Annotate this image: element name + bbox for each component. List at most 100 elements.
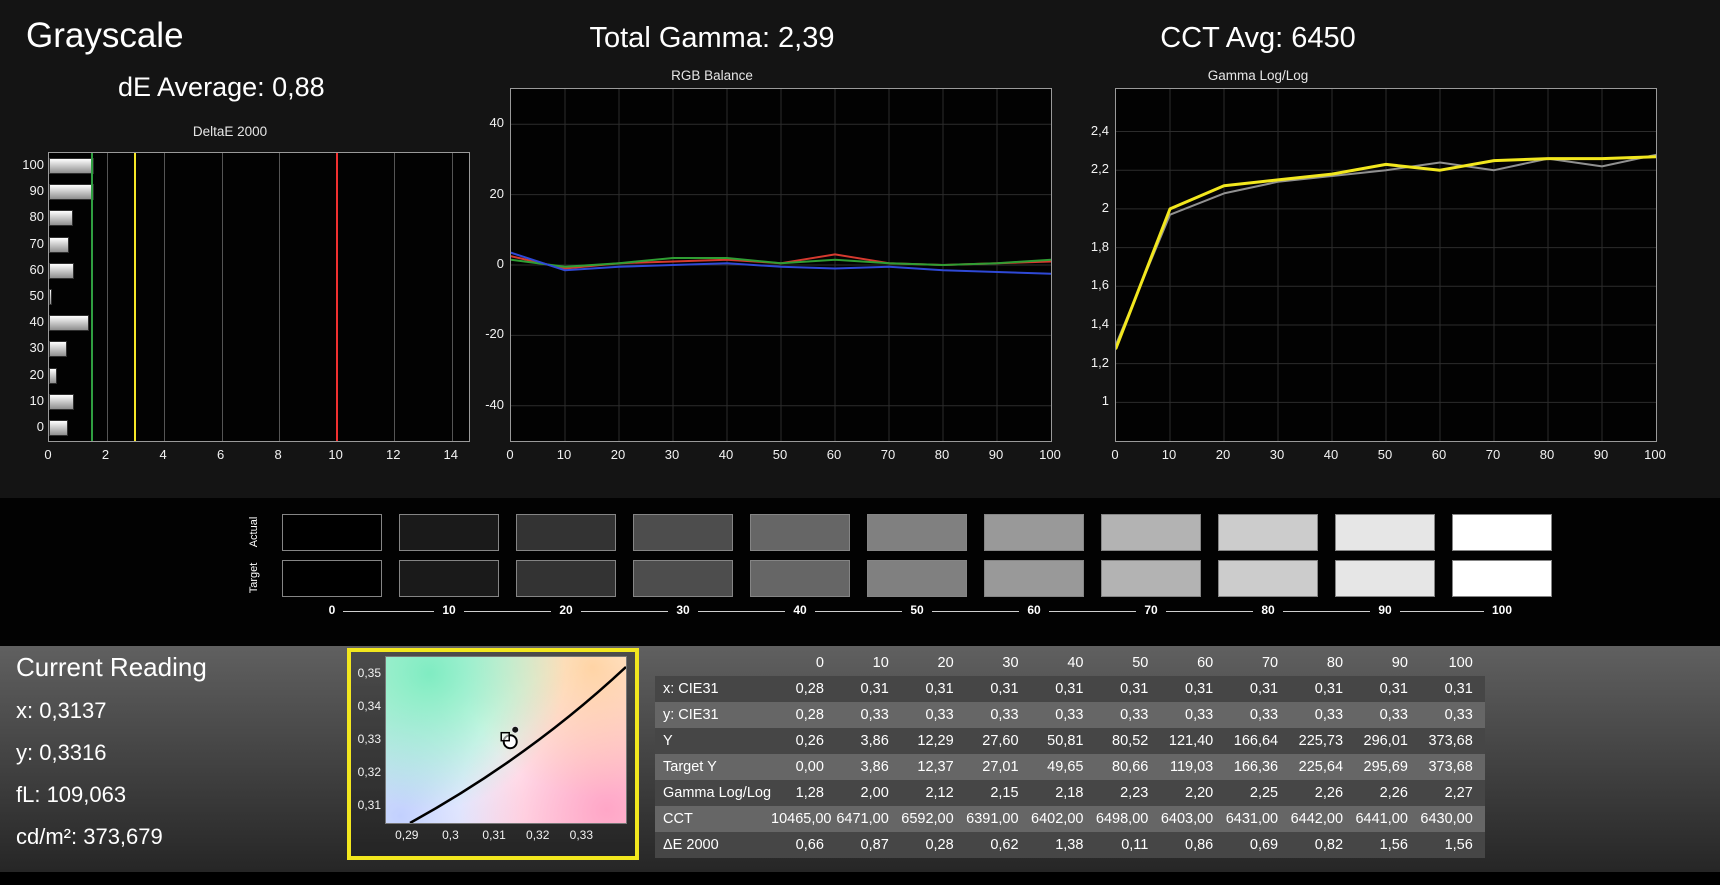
rgb-chart-y-tick-label: 20	[489, 185, 504, 201]
deltae-x-tick-label: 12	[385, 447, 401, 462]
deltae-chart-title: DeltaE 2000	[192, 124, 268, 139]
table-cell: 6430,00	[1420, 811, 1473, 827]
swatch-level-label: 80	[1253, 603, 1283, 617]
table-cell: 121,40	[1168, 733, 1214, 749]
deltae-plot-area	[48, 152, 470, 442]
table-row: Y 0,26 3,86 12,29 27,60 50,81 80,52 121,40 166,6…	[655, 728, 1485, 754]
deltae-x-tick-label: 14	[443, 447, 458, 462]
table-column-header: 90	[1391, 655, 1408, 671]
deltae-y-tick-label: 30	[29, 340, 44, 356]
good-limit-line	[91, 153, 94, 441]
gamma-chart-y-tick-label: 1,2	[1090, 354, 1109, 370]
page-title: Grayscale	[26, 16, 184, 55]
table-row: CCT 10465,00 6471,00 6592,00 6391,00 6402,00 6…	[655, 806, 1485, 832]
gamma-chart-y-tick-label: 1,6	[1090, 277, 1109, 293]
gamma-chart-x-tick-label: 50	[1377, 447, 1393, 462]
target-swatch	[1101, 560, 1201, 597]
cie-chromaticity-chart: 0,29 0,3 0,31 0,32 0,33 0,35 0,34 0,33 0,32 0,31	[347, 648, 639, 860]
table-column-header: 80	[1326, 655, 1344, 671]
table-cell: 6431,00	[1225, 811, 1279, 827]
current-reading-values: x: 0,3137 y: 0,3316 fL: 109,063 cd/m²: 3…	[16, 690, 163, 858]
deltae-y-tick-label: 100	[22, 157, 44, 173]
table-cell: 0,31	[990, 681, 1019, 697]
deltae-bar	[49, 419, 68, 436]
total-gamma-label: Total Gamma: 2,39	[589, 22, 835, 54]
blue-series	[511, 251, 1051, 275]
table-cell: 12,37	[917, 759, 954, 775]
table-cell: 2,25	[1249, 785, 1279, 801]
table-cell: 119,03	[1169, 759, 1214, 775]
actual-swatch	[282, 514, 382, 551]
gamma-chart-x-tick-label: 20	[1215, 447, 1231, 462]
actual-swatch	[1101, 514, 1201, 551]
table-cell: 0,31	[1249, 681, 1279, 697]
swatch-level-label: 60	[1019, 603, 1049, 617]
table-cell: 12,29	[917, 733, 954, 749]
table-cell: 2,20	[1185, 785, 1214, 801]
table-cell: 2,23	[1120, 785, 1149, 801]
rgb-chart-x-tick-label: 10	[556, 447, 572, 462]
current-reading-title: Current Reading	[16, 652, 207, 682]
gamma-chart-x-tick-label: 0	[1111, 447, 1119, 462]
rgb-chart-y-tick-label: -40	[485, 396, 504, 412]
deltae-x-tick-label: 6	[216, 447, 225, 462]
table-cell: 0,33	[1314, 707, 1344, 723]
actual-swatch	[867, 514, 967, 551]
table-cell: 0,33	[1120, 707, 1149, 723]
gamma-plot-area	[1115, 88, 1657, 442]
table-cell: 2,26	[1379, 785, 1408, 801]
deltae-y-tick-label: 80	[29, 209, 44, 225]
deltae-gridline	[451, 153, 453, 441]
table-cell: 0,28	[925, 837, 954, 853]
table-cell: 0,82	[1314, 837, 1344, 853]
deltae-gridline	[164, 153, 166, 441]
swatch-column: 20	[516, 514, 616, 617]
table-row: y: CIE31 0,28 0,33 0,33 0,33 0,33 0,33 0,33 0,33…	[655, 702, 1485, 728]
rgb-chart-x-tick-label: 0	[506, 447, 514, 462]
gamma-chart-x-tick-label: 100	[1644, 447, 1666, 462]
table-cell: 0,69	[1249, 837, 1279, 853]
actual-swatch	[516, 514, 616, 551]
table-cell: 3,86	[860, 733, 889, 749]
gamma-chart-x-tick-label: 10	[1161, 447, 1177, 462]
gamma-chart-y-tick-label: 2,2	[1090, 161, 1109, 177]
actual-swatch	[1335, 514, 1435, 551]
actual-swatch	[399, 514, 499, 551]
table-cell: 0,33	[990, 707, 1019, 723]
table-cell: 0,86	[1185, 837, 1214, 853]
gamma-chart-y-tick-label: 1	[1101, 393, 1109, 409]
rgb-chart-x-tick-label: 80	[934, 447, 950, 462]
table-cell: 2,27	[1444, 785, 1473, 801]
table-cell: 0,87	[860, 837, 889, 853]
cie-y-tick-label: 0,35	[357, 665, 381, 680]
table-row: ΔE 2000 0,66 0,87 0,28 0,62 1,38 0,11 0,86 0,69 0…	[655, 832, 1485, 858]
swatch-column: 50	[867, 514, 967, 617]
table-row: Target Y 0,00 3,86 12,37 27,01 49,65 80,66 119,…	[655, 754, 1485, 780]
swatch-level-label: 50	[902, 603, 932, 617]
rgb-chart-y-tick-label: 0	[496, 256, 504, 271]
rgb-chart-x-tick-label: 60	[826, 447, 842, 462]
reading-fl-value: fL: 109,063	[16, 782, 127, 807]
cie-y-tick-label: 0,32	[357, 765, 381, 780]
table-cell: 0,00	[795, 759, 824, 775]
actual-swatch	[1452, 514, 1552, 551]
swatch-column: 60	[984, 514, 1084, 617]
table-cell: 0,33	[1444, 707, 1473, 723]
gamma-chart: Gamma Log/Log 0 10 20 30 40 50 60 70 80 90 100 2,4 2…	[1055, 60, 1679, 472]
swatch-level-label: 100	[1483, 603, 1521, 617]
rgb-chart-x-tick-label: 30	[664, 447, 680, 462]
deltae-y-tick-label: 0	[36, 418, 44, 434]
table-cell: 225,64	[1298, 759, 1344, 775]
measurement-table: 0 10 20 30 40 50 60 70 80 90 100 x: CIE31 0,28 0,31 0,…	[655, 650, 1485, 858]
table-cell: 6391,00	[966, 811, 1019, 827]
target-swatch	[984, 560, 1084, 597]
table-row-label: Gamma Log/Log	[663, 785, 772, 801]
cie-x-tick-label: 0,32	[526, 828, 550, 842]
gamma-chart-y-tick-label: 2	[1101, 199, 1109, 215]
cie-measurement-marker	[500, 725, 520, 750]
green-series	[511, 257, 1051, 268]
bottom-readings-panel: Current Reading x: 0,3137 y: 0,3316 fL: …	[0, 646, 1720, 872]
table-cell: 2,00	[860, 785, 889, 801]
swatch-level-label: 40	[785, 603, 815, 617]
swatch-column: 100	[1452, 514, 1552, 617]
